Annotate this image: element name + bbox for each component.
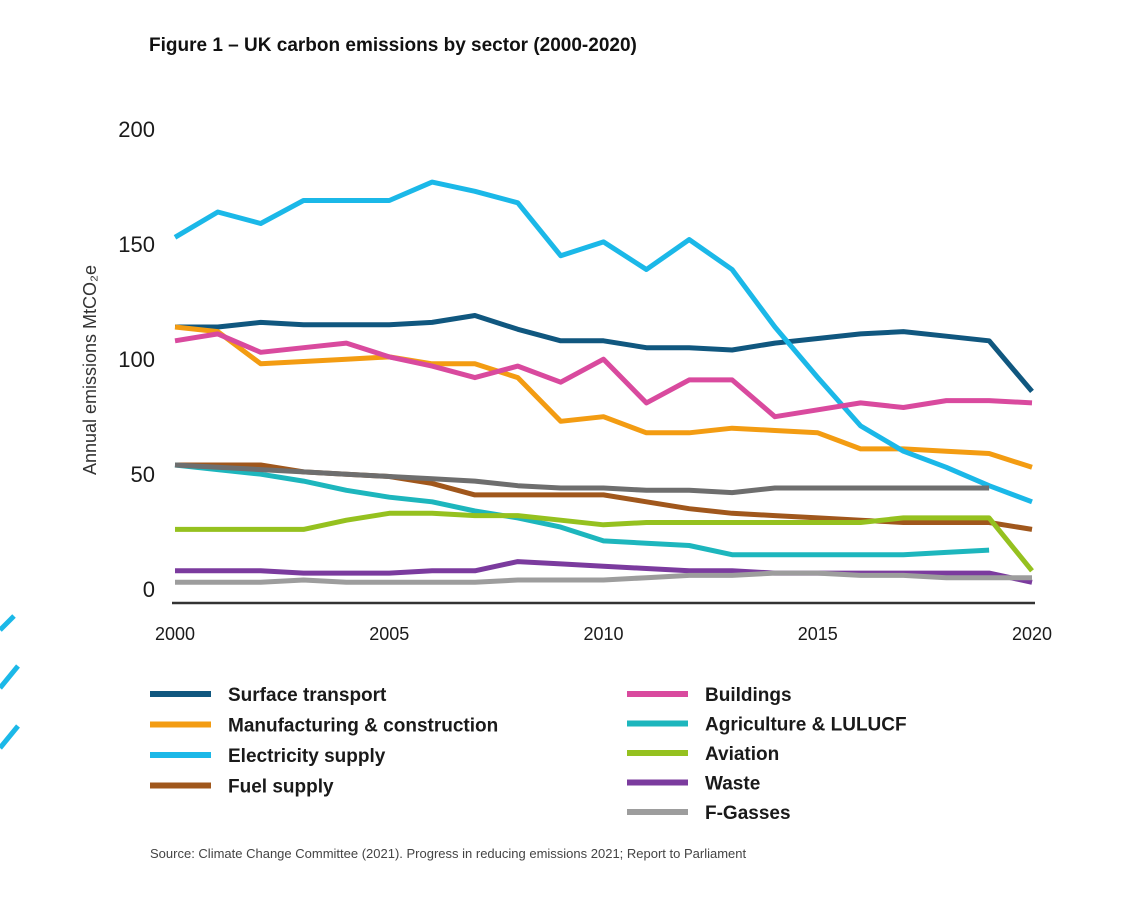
x-tick-label: 2015 (798, 624, 838, 644)
decorative-stripes (0, 614, 20, 750)
y-axis-title: Annual emissions MtCO₂e (80, 265, 100, 475)
legend-label: Waste (705, 774, 760, 795)
y-tick-label: 200 (118, 117, 155, 142)
series-line-f-gasses (175, 570, 1032, 585)
legend-label: Electricity supply (228, 746, 386, 767)
legend-label: Aviation (705, 744, 779, 765)
series-line-electricity-supply (173, 179, 1033, 505)
y-tick-label: 50 (131, 462, 155, 487)
legend-label: F-Gasses (705, 803, 791, 824)
y-tick-label: 150 (118, 232, 155, 257)
x-tick-label: 2000 (155, 624, 195, 644)
legend-label: Buildings (705, 685, 792, 706)
series-line-surface-transport (175, 313, 1034, 394)
legend-label: Surface transport (228, 685, 387, 706)
series-line-aviation (175, 510, 1034, 573)
x-tick-label: 2020 (1012, 624, 1052, 644)
series-line-manufacturing-construction (174, 324, 1033, 470)
figure-title: Figure 1 – UK carbon emissions by sector… (149, 35, 637, 56)
legend-label: Manufacturing & construction (228, 716, 498, 737)
legend-label: Agriculture & LULUCF (705, 715, 907, 736)
legend-label: Fuel supply (228, 777, 334, 798)
series-line-grey-unlabelled- (174, 462, 990, 496)
chart-legend: Surface transport Manufacturing & constru… (150, 685, 907, 824)
x-tick-label: 2010 (583, 624, 623, 644)
y-tick-label: 0 (143, 577, 155, 602)
chart-axes: 0 50 100 150 200 2000 2005 2010 2015 2020 Annual e… (80, 117, 1052, 644)
source-note: Source: Climate Change Committee (2021).… (150, 846, 747, 861)
series-line-agriculture-lulucf (174, 462, 990, 558)
chart-lines (173, 179, 1034, 585)
x-tick-label: 2005 (369, 624, 409, 644)
y-tick-label: 100 (118, 347, 155, 372)
series-line-buildings (174, 331, 1033, 420)
